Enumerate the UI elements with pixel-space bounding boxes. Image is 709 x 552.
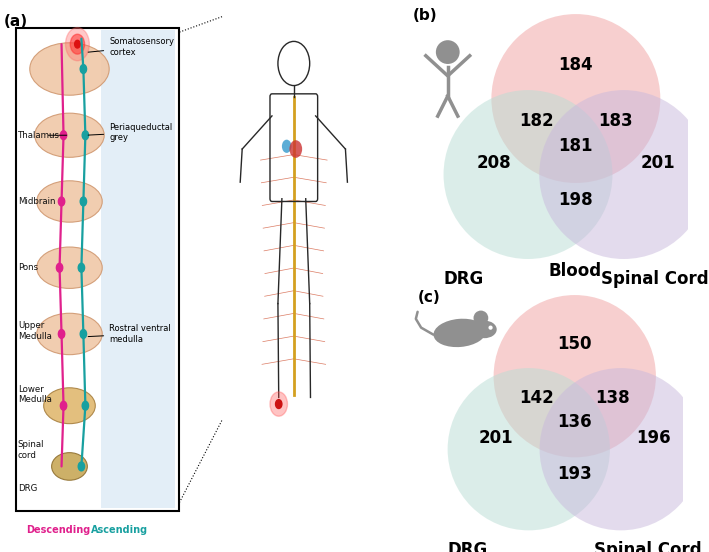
Circle shape [74, 40, 80, 48]
Text: 201: 201 [640, 154, 675, 172]
Text: Blood: Blood [548, 262, 601, 280]
Circle shape [65, 28, 89, 61]
Ellipse shape [30, 43, 109, 95]
Circle shape [80, 65, 86, 73]
Circle shape [82, 401, 89, 410]
Text: DRG: DRG [18, 484, 38, 493]
Ellipse shape [37, 247, 102, 288]
Ellipse shape [44, 388, 95, 424]
Text: Spinal
cord: Spinal cord [18, 440, 45, 460]
Circle shape [447, 368, 610, 530]
Circle shape [489, 326, 493, 330]
Circle shape [436, 40, 459, 64]
Circle shape [474, 311, 489, 325]
Text: Thalamus: Thalamus [18, 131, 60, 140]
Circle shape [70, 34, 84, 54]
Text: 198: 198 [559, 191, 593, 209]
Text: Rostral ventral
medulla: Rostral ventral medulla [88, 324, 171, 344]
Circle shape [60, 401, 67, 410]
Text: 150: 150 [557, 335, 592, 353]
Ellipse shape [35, 113, 104, 157]
Text: DRG: DRG [447, 541, 488, 552]
Circle shape [289, 140, 302, 158]
Text: 136: 136 [557, 413, 592, 431]
Text: Upper
Medulla: Upper Medulla [18, 321, 52, 341]
Circle shape [57, 263, 62, 272]
Ellipse shape [52, 453, 87, 480]
Text: 182: 182 [519, 112, 554, 130]
Circle shape [493, 295, 656, 457]
Text: Periaqueductal
grey: Periaqueductal grey [88, 123, 172, 142]
Text: 196: 196 [636, 429, 671, 448]
Circle shape [78, 462, 84, 471]
Circle shape [276, 400, 282, 408]
Text: Ascending: Ascending [91, 525, 148, 535]
Ellipse shape [37, 181, 102, 222]
Text: 193: 193 [557, 465, 592, 482]
Circle shape [540, 90, 708, 259]
Circle shape [60, 131, 67, 140]
Ellipse shape [433, 319, 486, 347]
Circle shape [444, 90, 613, 259]
Text: (a): (a) [4, 14, 28, 29]
Text: 184: 184 [559, 56, 593, 74]
Text: Descending: Descending [26, 525, 90, 535]
Text: 181: 181 [559, 137, 593, 156]
Circle shape [82, 131, 89, 140]
Text: 201: 201 [479, 429, 513, 448]
Circle shape [491, 14, 660, 183]
Circle shape [80, 197, 86, 206]
Circle shape [540, 368, 702, 530]
Text: 183: 183 [598, 112, 632, 130]
Text: 138: 138 [596, 389, 630, 407]
Text: Pons: Pons [18, 263, 38, 272]
Circle shape [58, 197, 65, 206]
Circle shape [80, 330, 86, 338]
Circle shape [282, 140, 291, 153]
Text: (b): (b) [413, 8, 437, 23]
Circle shape [270, 392, 287, 416]
Text: Spinal Cord: Spinal Cord [601, 270, 708, 288]
Text: Lower
Medulla: Lower Medulla [18, 385, 52, 405]
FancyBboxPatch shape [16, 28, 179, 511]
Text: Spinal Cord: Spinal Cord [594, 541, 702, 552]
Text: Somatosensory
cortex: Somatosensory cortex [88, 37, 174, 57]
Text: (c): (c) [418, 290, 440, 305]
Ellipse shape [472, 321, 497, 338]
Circle shape [78, 263, 84, 272]
FancyBboxPatch shape [101, 30, 174, 508]
Text: 142: 142 [520, 389, 554, 407]
Text: 208: 208 [477, 154, 511, 172]
Text: DRG: DRG [444, 270, 484, 288]
Text: Midbrain: Midbrain [18, 197, 55, 206]
Circle shape [58, 330, 65, 338]
Ellipse shape [37, 314, 102, 354]
